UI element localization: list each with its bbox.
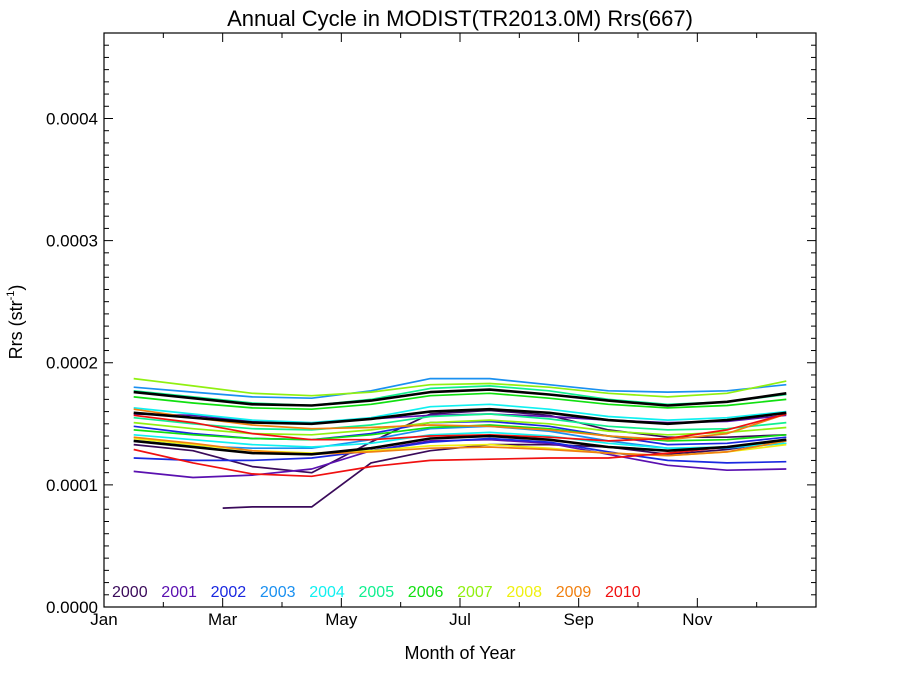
y-axis-label-exponent: -1 [5,291,17,301]
x-tick-label: Mar [208,610,238,629]
legend-item-2000: 2000 [112,584,148,601]
series-line-15 [133,377,787,398]
series-line-24 [133,434,787,456]
y-tick-label: 0.0000 [46,598,98,617]
series-line-13 [133,392,787,411]
legend-item-2007: 2007 [457,584,493,601]
plot-frame [103,32,817,608]
legend-item-2010: 2010 [605,584,641,601]
y-axis-label: Rrs (str-1) [5,285,26,360]
legend-item-2006: 2006 [408,584,444,601]
legend: 2000 2001 2002 2003 2004 2005 2006 2007 2008 2009… [112,584,641,601]
y-tick-label: 0.0003 [46,232,98,251]
legend-item-2003: 2003 [260,584,296,601]
y-axis-label-text: Rrs (str [6,300,26,359]
series-line-21 [133,413,787,442]
series-line-22 [133,388,787,407]
chart-title: Annual Cycle in MODIST(TR2013.0M) Rrs(66… [227,6,693,31]
series-line-23 [133,407,787,426]
y-tick-label: 0.0004 [46,109,98,128]
x-tick-label: Jan [90,610,117,629]
series-line-7 [133,377,787,400]
legend-item-2008: 2008 [506,584,542,601]
series-layer [133,377,787,509]
y-tick-label: 0.0001 [46,476,98,495]
series-line-18 [133,408,787,441]
legend-item-2009: 2009 [556,584,592,601]
legend-item-2004: 2004 [309,584,345,601]
x-tick-label: Nov [682,610,713,629]
x-axis-label: Month of Year [404,643,515,663]
series-line-1 [222,440,787,509]
x-tick-label: Sep [564,610,594,629]
series-line-16 [133,419,787,436]
series-line-12 [133,413,787,431]
series-line-6 [133,437,787,464]
y-axis-label-suffix: ) [6,285,26,291]
series-line-10 [133,431,787,450]
legend-item-2001: 2001 [161,584,197,601]
legend-item-2002: 2002 [211,584,247,601]
x-tick-label: May [325,610,358,629]
y-tick-label: 0.0002 [46,354,98,373]
ticks-layer: Jan Mar May Jul Sep Nov 0.0000 0.0001 0.0002 0.00… [46,33,816,629]
series-line-19 [133,436,787,457]
legend-item-2005: 2005 [359,584,395,601]
series-line-20 [133,438,787,478]
x-tick-label: Jul [449,610,471,629]
series-line-9 [133,403,787,424]
